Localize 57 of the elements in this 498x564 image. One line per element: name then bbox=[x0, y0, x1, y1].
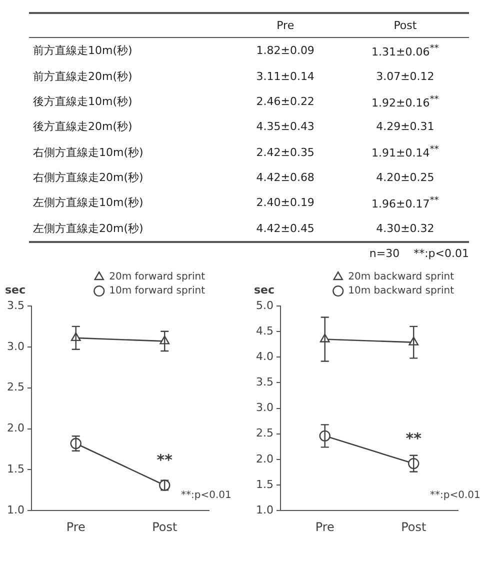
text: 4.30±0.32 bbox=[375, 220, 436, 237]
text: 4.42±0.45 bbox=[255, 220, 316, 237]
text: 1.91±0.14$^{**}$ bbox=[370, 143, 440, 162]
category-label: 右側方直線走10m(秒) bbox=[32, 144, 144, 161]
text: 4.42±0.68 bbox=[255, 170, 316, 186]
text: n=30 bbox=[369, 246, 400, 260]
legend-label: 20m backward sprint bbox=[348, 271, 454, 282]
y-tick-label: 3.0 bbox=[6, 339, 24, 352]
category-label: 前方直線走20m(秒) bbox=[32, 68, 134, 85]
y-tick-label: 1.0 bbox=[256, 503, 274, 516]
y-tick-label: 2.0 bbox=[6, 421, 24, 434]
annotation: **:p<0.01 bbox=[430, 490, 480, 501]
text: **:p<0.01 bbox=[414, 246, 469, 260]
y-tick-label: 1.0 bbox=[6, 503, 24, 516]
text: 2.46±0.22 bbox=[255, 94, 316, 110]
y-tick-label: 5.0 bbox=[256, 298, 274, 312]
annotation: ** bbox=[156, 450, 173, 469]
text: 2.40±0.19 bbox=[255, 195, 316, 212]
text: 4.20±0.25 bbox=[375, 170, 436, 186]
y-axis-title: sec bbox=[254, 282, 274, 296]
y-tick-label: 3.5 bbox=[256, 375, 274, 388]
annotation: ** bbox=[406, 429, 422, 448]
y-tick-label: 2.5 bbox=[256, 426, 274, 440]
y-tick-label: 2.5 bbox=[6, 380, 24, 394]
legend-label: 20m forward sprint bbox=[109, 271, 206, 282]
y-tick-label: 1.5 bbox=[6, 462, 24, 476]
text: 1.96±0.17$^{**}$ bbox=[370, 194, 440, 213]
text: 1.92±0.16$^{**}$ bbox=[370, 92, 440, 112]
annotation: **:p<0.01 bbox=[181, 490, 232, 501]
y-tick-label: 3.5 bbox=[6, 298, 24, 312]
text: 1.82±0.09 bbox=[255, 43, 316, 60]
category-label: 右側方直線走20m(秒) bbox=[32, 170, 144, 186]
y-tick-label: 4.0 bbox=[256, 350, 274, 363]
text: 4.29±0.31 bbox=[375, 119, 436, 136]
y-tick-label: 2.0 bbox=[256, 452, 274, 465]
y-tick-label: 1.5 bbox=[256, 478, 274, 491]
category-label: 前方直線走10m(秒) bbox=[32, 43, 134, 60]
text: Pre bbox=[276, 18, 296, 34]
text: 1.31±0.06$^{**}$ bbox=[370, 42, 440, 61]
text: 2.42±0.35 bbox=[255, 144, 316, 161]
text: 4.35±0.43 bbox=[255, 119, 316, 136]
category-label: 左側方直線走10m(秒) bbox=[32, 195, 144, 212]
y-axis-title: sec bbox=[4, 282, 26, 296]
y-tick-label: 4.5 bbox=[256, 324, 274, 338]
x-tick-label: Pre bbox=[66, 520, 86, 534]
x-tick-label: Pre bbox=[315, 520, 334, 534]
category-label: 左側方直線走20m(秒) bbox=[32, 220, 144, 237]
category-label: 後方直線走10m(秒) bbox=[32, 94, 134, 110]
y-tick-label: 3.0 bbox=[256, 400, 274, 414]
legend-label: 10m backward sprint bbox=[348, 285, 454, 296]
x-tick-label: Post bbox=[152, 520, 178, 534]
text: Post bbox=[392, 18, 418, 34]
legend-label: 10m forward sprint bbox=[109, 285, 206, 296]
category-label: 後方直線走20m(秒) bbox=[32, 119, 134, 136]
text: 3.07±0.12 bbox=[375, 68, 436, 85]
x-tick-label: Post bbox=[401, 520, 426, 534]
text: 3.11±0.14 bbox=[255, 68, 316, 85]
